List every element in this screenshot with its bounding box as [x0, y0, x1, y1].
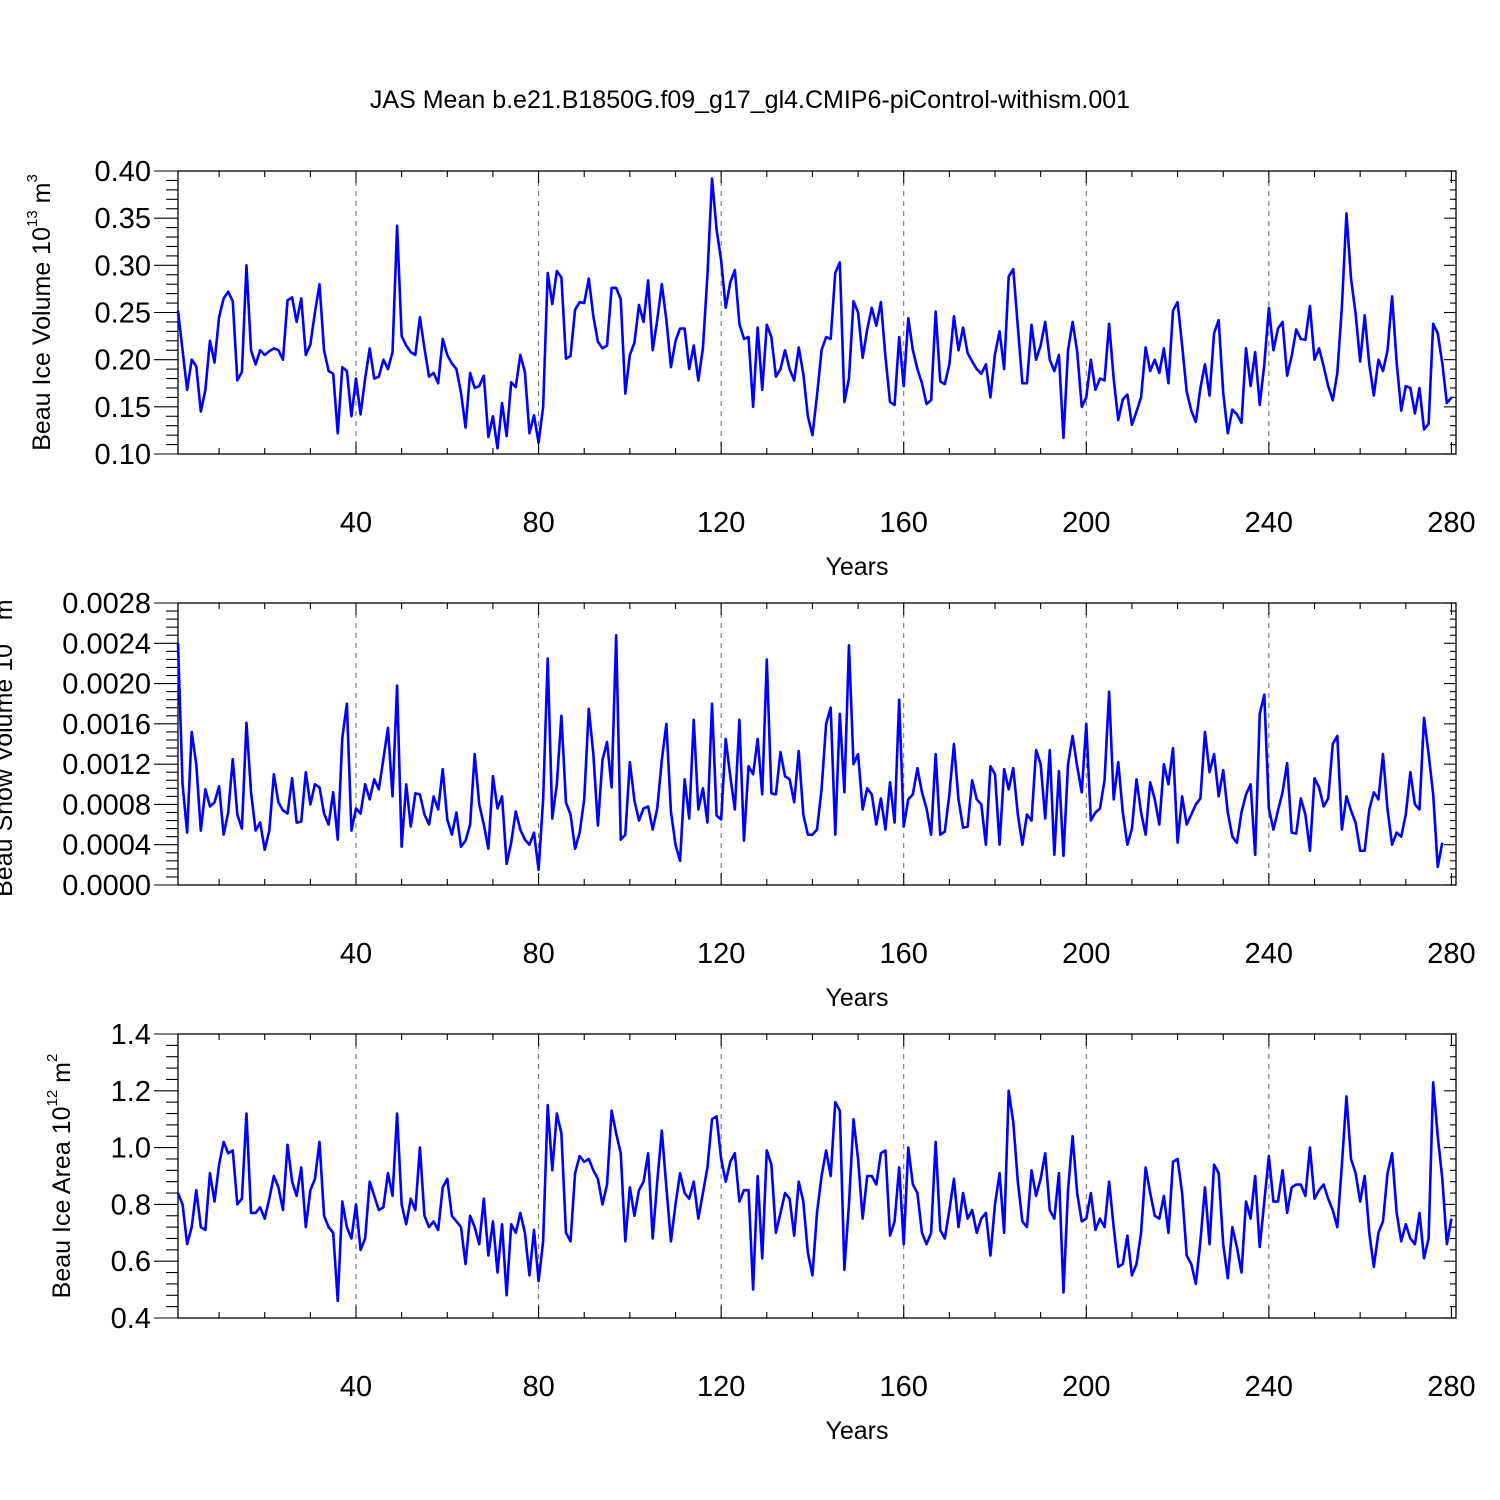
x-tick-label: 120 — [697, 938, 745, 970]
x-tick-label: 280 — [1427, 1371, 1475, 1403]
x-tick-label: 200 — [1062, 507, 1110, 539]
panel-ice-area: 0.4 0.6 0.8 1.0 1.2 1.4 40 80 120 160 200 240 280 Yea… — [44, 1019, 1476, 1445]
x-tick-label: 40 — [340, 507, 372, 539]
y-axis-title-text: Beau Snow Volume 10 — [0, 644, 18, 897]
y-axis-title-unit-exponent: 3 — [0, 591, 3, 599]
x-tick-label: 280 — [1427, 938, 1475, 970]
y-axis-title-text: Beau Ice Area 10 — [48, 1107, 76, 1299]
y-tick-label: 0.25 — [95, 298, 151, 330]
y-axis-title-unit: m — [48, 1062, 76, 1090]
x-tick-label: 160 — [880, 507, 928, 539]
y-tick-label: 0.0028 — [62, 588, 151, 620]
x-tick-label: 120 — [697, 1371, 745, 1403]
y-tick-label: 1.4 — [111, 1019, 151, 1051]
x-tick-label: 40 — [340, 938, 372, 970]
y-axis-title-unit-exponent: 2 — [44, 1054, 61, 1062]
y-tick-label: 0.0004 — [62, 830, 151, 862]
chart-title: JAS Mean b.e21.B1850G.f09_g17_gl4.CMIP6-… — [370, 86, 1130, 114]
y-tick-label: 0.6 — [111, 1246, 151, 1278]
y-tick-label: 0.0008 — [62, 789, 151, 821]
panel-snow-volume: 0.0000 0.0004 0.0008 0.0012 0.0016 0.0020 0.00… — [0, 588, 1476, 1012]
y-axis-title-exponent: 13 — [24, 210, 41, 227]
x-tick-label: 280 — [1427, 507, 1475, 539]
x-axis-title: Years — [825, 984, 888, 1012]
y-axis-title-unit: m — [0, 599, 18, 627]
y-tick-label: 0.4 — [111, 1303, 151, 1335]
y-tick-label: 1.0 — [111, 1133, 151, 1165]
y-tick-label: 0.35 — [95, 203, 151, 235]
x-tick-label: 80 — [522, 507, 554, 539]
y-tick-label: 0.20 — [95, 345, 151, 377]
y-tick-label: 0.0012 — [62, 749, 151, 781]
plot-frame — [177, 1033, 1457, 1319]
x-tick-label: 160 — [880, 1371, 928, 1403]
panel-ice-volume: 0.10 0.15 0.20 0.25 0.30 0.35 0.40 40 80 120 160 20… — [24, 156, 1476, 581]
plot-frame — [177, 602, 1457, 886]
y-tick-label: 1.2 — [111, 1076, 151, 1108]
y-tick-label: 0.15 — [95, 392, 151, 424]
y-axis-title-exponent: 13 — [0, 627, 3, 644]
y-tick-label: 0.30 — [95, 250, 151, 282]
y-axis-title: Beau Ice Volume 1013 m3 — [24, 174, 57, 451]
x-tick-label: 240 — [1245, 507, 1293, 539]
series-line-ice-area — [176, 1080, 1453, 1303]
x-axis-title: Years — [825, 1417, 888, 1445]
y-axis-title-exponent: 12 — [44, 1090, 61, 1107]
series-line-ice-volume — [176, 177, 1453, 450]
y-axis-title-text: Beau Ice Volume 10 — [28, 227, 56, 451]
y-axis-title-unit-exponent: 3 — [24, 174, 41, 182]
x-tick-label: 120 — [697, 507, 745, 539]
x-tick-label: 160 — [880, 938, 928, 970]
y-tick-label: 0.0020 — [62, 669, 151, 701]
y-tick-label: 0.0000 — [62, 870, 151, 902]
y-tick-label: 0.8 — [111, 1189, 151, 1221]
x-tick-label: 80 — [522, 1371, 554, 1403]
x-tick-label: 200 — [1062, 938, 1110, 970]
x-tick-label: 240 — [1245, 938, 1293, 970]
y-axis-title-unit: m — [28, 183, 56, 211]
x-axis-title: Years — [825, 553, 888, 581]
y-tick-label: 0.0024 — [62, 628, 151, 660]
x-tick-label: 80 — [522, 938, 554, 970]
x-tick-label: 200 — [1062, 1371, 1110, 1403]
x-tick-label: 40 — [340, 1371, 372, 1403]
y-tick-label: 0.10 — [95, 439, 151, 471]
y-axis-title: Beau Ice Area 1012 m2 — [44, 1054, 77, 1299]
y-axis-title: Beau Snow Volume 1013 m3 — [0, 591, 18, 897]
y-tick-label: 0.0016 — [62, 709, 151, 741]
x-tick-label: 240 — [1245, 1371, 1293, 1403]
y-tick-label: 0.40 — [95, 156, 151, 188]
series-line-snow-volume — [176, 633, 1444, 872]
